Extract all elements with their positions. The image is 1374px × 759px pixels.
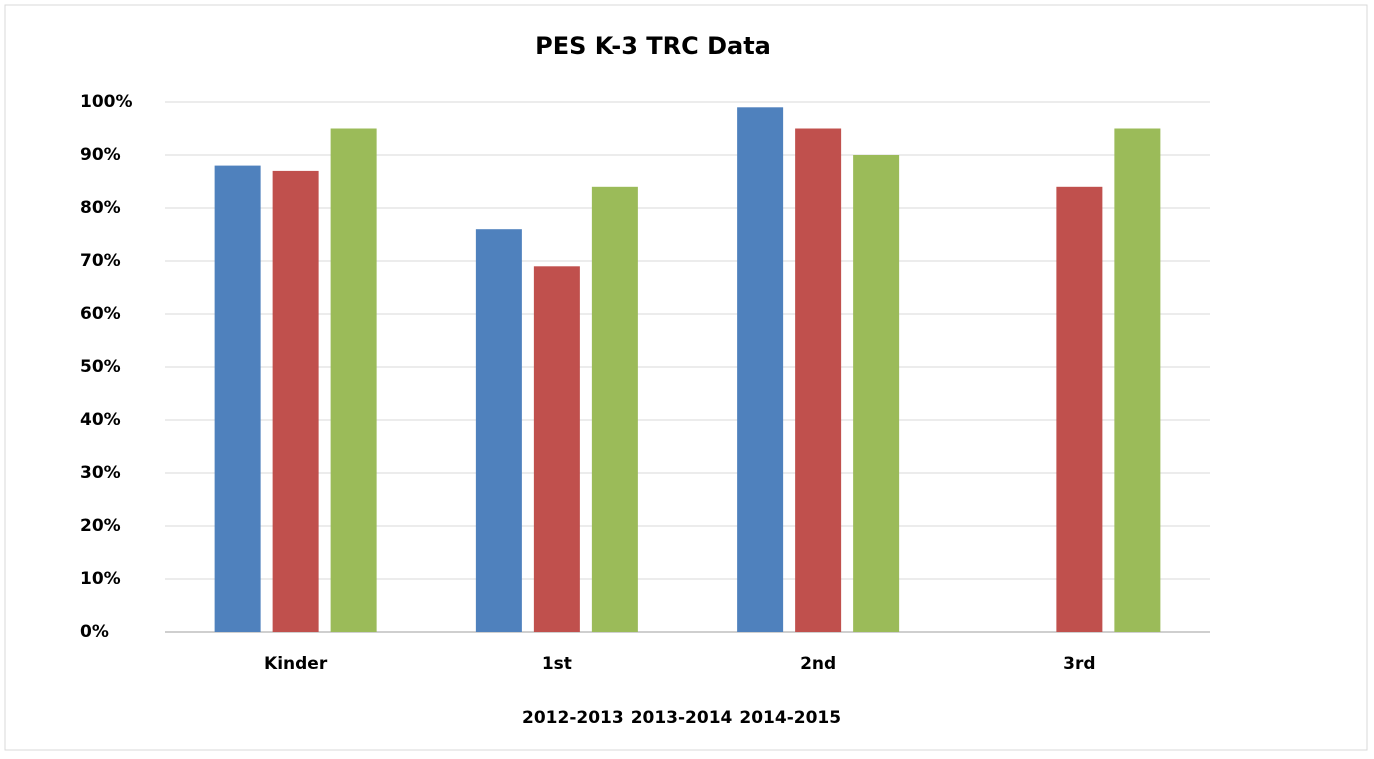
y-tick-label: 10% [80, 569, 121, 589]
legend-label: 2014-2015 [739, 708, 841, 728]
bar [1114, 128, 1161, 632]
bar [272, 170, 319, 632]
legend-label: 2012-2013 [522, 708, 624, 728]
y-tick-label: 0% [80, 622, 109, 642]
chart-title: PES K-3 TRC Data [535, 32, 771, 60]
legend-label: 2013-2014 [631, 708, 733, 728]
bar [330, 128, 377, 632]
x-tick-label: 2nd [800, 654, 836, 674]
y-tick-label: 30% [80, 463, 121, 483]
y-tick-label: 60% [80, 304, 121, 324]
y-tick-label: 90% [80, 145, 121, 165]
bar [214, 165, 261, 632]
bar [853, 155, 900, 632]
bar [737, 107, 784, 633]
bar [475, 229, 522, 632]
y-tick-label: 100% [80, 92, 133, 112]
x-tick-label: 3rd [1063, 654, 1095, 674]
bar [1056, 186, 1103, 633]
y-tick-label: 70% [80, 251, 121, 271]
y-tick-label: 80% [80, 198, 121, 218]
x-tick-label: Kinder [264, 654, 328, 674]
x-tick-label: 1st [542, 654, 572, 674]
y-tick-label: 40% [80, 410, 121, 430]
y-tick-label: 50% [80, 357, 121, 377]
y-tick-label: 20% [80, 516, 121, 536]
chart-frame [4, 4, 1368, 751]
bar [591, 186, 638, 633]
bar [533, 266, 580, 632]
bar [795, 128, 842, 632]
